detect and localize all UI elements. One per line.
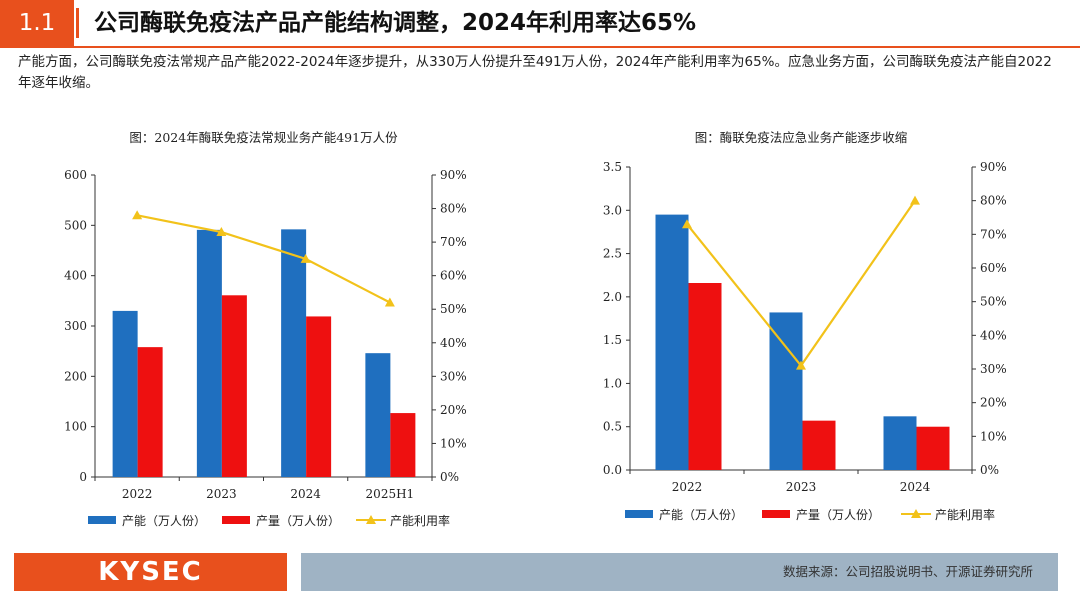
- y-left-tick-label: 3.5: [603, 160, 622, 174]
- chart-emergency-capacity: 图：酶联免疫法应急业务产能逐步收缩 0.0 0.5 1.0 1.5 2.0 2.5 3.0 3.…: [603, 130, 1007, 522]
- bar-capacity: [196, 229, 222, 477]
- y-right-tick-label: 30%: [440, 369, 467, 383]
- utilization-point: [300, 253, 311, 263]
- page-title: 公司酶联免疫法产品产能结构调整，2024年利用率达65%: [94, 10, 697, 36]
- bar-output: [390, 413, 416, 477]
- data-source: 数据来源：公司招股说明书、开源证券研究所: [301, 553, 1058, 591]
- y-left-tick-label: 0: [79, 470, 87, 484]
- y-right-tick-label: 10%: [440, 436, 467, 450]
- legend-marker-utilization: [366, 515, 376, 524]
- chart-regular-capacity: 图：2024年酶联免疫法常规业务产能491万人份 0 100 200 300 400 500…: [64, 130, 467, 528]
- bar-output: [137, 347, 163, 477]
- utilization-point: [682, 219, 692, 229]
- bar-output: [802, 420, 836, 470]
- header-divider: [76, 8, 79, 38]
- utilization-point: [216, 227, 227, 237]
- y-left-tick-label: 3.0: [603, 203, 622, 217]
- utilization-point: [796, 360, 806, 370]
- chart-title: 图：2024年酶联免疫法常规业务产能491万人份: [129, 130, 398, 145]
- y-right-tick-label: 70%: [980, 227, 1007, 241]
- y-left-tick-label: 600: [64, 168, 87, 182]
- legend-marker-utilization: [911, 509, 921, 518]
- x-tick-label: 2022: [672, 480, 703, 494]
- y-right-tick-label: 20%: [980, 396, 1007, 410]
- bar-output: [221, 295, 247, 477]
- y-right-tick-label: 10%: [980, 429, 1007, 443]
- y-left-tick-label: 1.0: [603, 376, 622, 390]
- y-left-tick-label: 400: [64, 269, 87, 283]
- y-right-tick-label: 40%: [980, 328, 1007, 342]
- y-right-tick-label: 40%: [440, 336, 467, 350]
- bar-output: [688, 283, 722, 470]
- x-tick-label: 2024: [900, 480, 931, 494]
- y-right-tick-label: 50%: [440, 302, 467, 316]
- legend-label: 产能利用率: [390, 513, 450, 528]
- utilization-point: [910, 195, 920, 205]
- x-tick-label: 2023: [206, 487, 237, 501]
- header-bar: 1.1 公司酶联免疫法产品产能结构调整，2024年利用率达65%: [0, 0, 1080, 46]
- y-left-tick-label: 300: [64, 319, 87, 333]
- y-right-tick-label: 60%: [980, 261, 1007, 275]
- bar-output: [916, 426, 950, 470]
- header-underline: [0, 46, 1080, 48]
- y-right-tick-label: 90%: [440, 168, 467, 182]
- y-left-tick-label: 2.5: [603, 247, 622, 261]
- y-left-tick-label: 0.5: [603, 420, 622, 434]
- y-right-tick-label: 60%: [440, 269, 467, 283]
- legend-label: 产能利用率: [935, 507, 995, 522]
- legend-swatch-capacity: [88, 516, 116, 524]
- y-left-tick-label: 0.0: [603, 463, 622, 477]
- legend-label: 产能（万人份）: [122, 514, 206, 528]
- y-left-tick-label: 1.5: [603, 333, 622, 347]
- legend-label: 产能（万人份）: [659, 508, 743, 522]
- y-right-tick-label: 70%: [440, 235, 467, 249]
- y-right-tick-label: 80%: [440, 202, 467, 216]
- y-left-tick-label: 100: [64, 420, 87, 434]
- y-left-tick-label: 200: [64, 369, 87, 383]
- x-tick-label: 2023: [786, 480, 817, 494]
- x-tick-label: 2022: [122, 487, 153, 501]
- y-right-tick-label: 30%: [980, 362, 1007, 376]
- legend-swatch-output: [222, 516, 250, 524]
- bar-capacity: [281, 229, 307, 477]
- y-right-tick-label: 50%: [980, 295, 1007, 309]
- y-left-tick-label: 2.0: [603, 290, 622, 304]
- intro-paragraph: 产能方面，公司酶联免疫法常规产品产能2022-2024年逐步提升，从330万人份…: [18, 54, 1052, 91]
- x-tick-label: 2025H1: [366, 487, 415, 501]
- bar-capacity: [365, 353, 391, 477]
- bar-capacity: [655, 214, 689, 470]
- legend-swatch-capacity: [625, 510, 653, 518]
- y-right-tick-label: 0%: [980, 463, 999, 477]
- legend-swatch-output: [762, 510, 790, 518]
- bar-capacity: [769, 312, 803, 470]
- x-tick-label: 2024: [290, 487, 321, 501]
- chart-title: 图：酶联免疫法应急业务产能逐步收缩: [695, 130, 908, 145]
- y-right-tick-label: 90%: [980, 160, 1007, 174]
- y-right-tick-label: 80%: [980, 194, 1007, 208]
- y-right-tick-label: 0%: [440, 470, 459, 484]
- y-left-tick-label: 500: [64, 218, 87, 232]
- bar-capacity: [883, 416, 917, 470]
- legend-label: 产量（万人份）: [796, 508, 880, 522]
- utilization-point: [132, 210, 143, 220]
- bar-output: [306, 316, 332, 477]
- section-number: 1.1: [0, 0, 74, 46]
- kysec-logo: KYSEC: [14, 553, 287, 591]
- legend-label: 产量（万人份）: [256, 514, 340, 528]
- utilization-line: [136, 214, 391, 304]
- utilization-point: [384, 297, 395, 307]
- y-right-tick-label: 20%: [440, 403, 467, 417]
- bar-capacity: [112, 310, 138, 477]
